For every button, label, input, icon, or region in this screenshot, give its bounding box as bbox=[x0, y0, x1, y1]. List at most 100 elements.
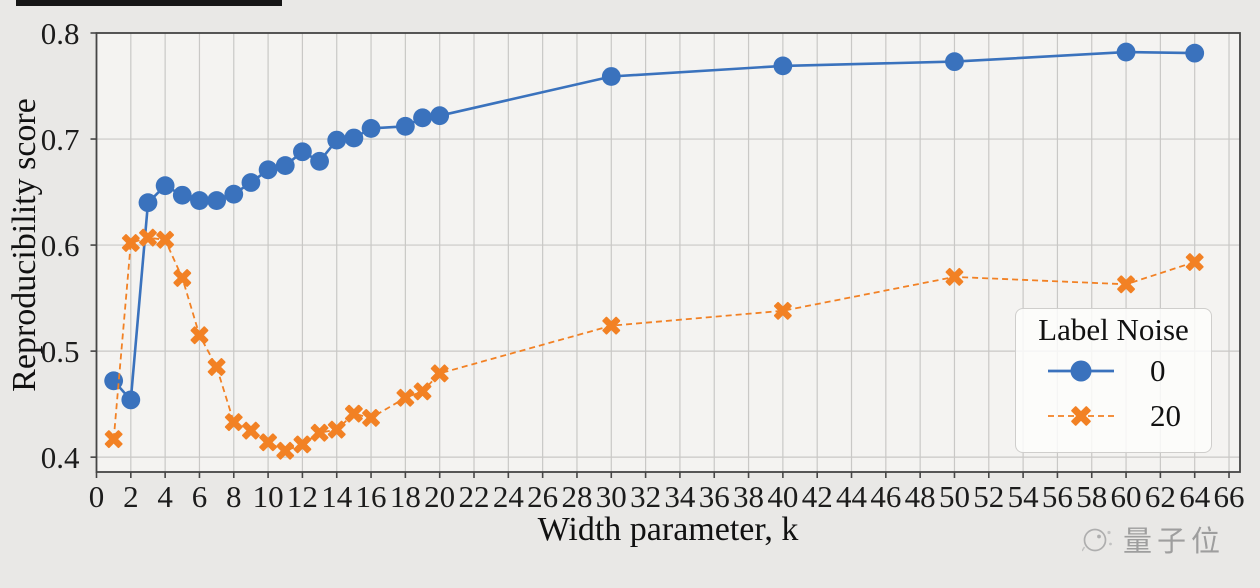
data-point-circle bbox=[430, 106, 450, 126]
svg-text:0.4: 0.4 bbox=[41, 440, 80, 475]
legend-label-noise-0: 0 bbox=[1150, 352, 1166, 388]
data-point-circle bbox=[413, 108, 432, 128]
svg-text:0: 0 bbox=[89, 479, 105, 514]
data-point-x bbox=[207, 358, 226, 376]
data-point-x bbox=[156, 230, 175, 249]
data-point-circle bbox=[773, 56, 793, 76]
data-point-x bbox=[396, 388, 415, 407]
svg-text:22: 22 bbox=[459, 479, 490, 514]
data-point-circle bbox=[155, 176, 175, 196]
data-point-circle bbox=[945, 52, 964, 72]
legend-entry-noise-0: 0 bbox=[1016, 348, 1211, 393]
data-point-circle bbox=[344, 128, 364, 148]
svg-text:10: 10 bbox=[253, 479, 284, 514]
series-noise-20 bbox=[104, 228, 1204, 460]
screenshot-artifact-bar bbox=[16, 0, 282, 6]
legend-title: Label Noise bbox=[1038, 312, 1189, 347]
data-point-circle bbox=[293, 142, 312, 162]
series-line-noise-20 bbox=[112, 236, 1195, 452]
data-point-circle bbox=[601, 67, 621, 86]
data-point-circle bbox=[395, 116, 415, 136]
svg-text:46: 46 bbox=[870, 479, 901, 514]
svg-text:34: 34 bbox=[664, 479, 696, 514]
data-point-circle bbox=[138, 193, 158, 213]
legend-x-marker-icon bbox=[1048, 405, 1114, 426]
data-point-circle bbox=[207, 191, 227, 210]
data-point-circle bbox=[121, 390, 141, 410]
data-point-x bbox=[602, 316, 621, 335]
svg-text:28: 28 bbox=[561, 479, 592, 514]
x-axis-title: Width parameter, k bbox=[537, 511, 799, 548]
data-point-x bbox=[344, 404, 363, 423]
data-point-x bbox=[242, 421, 260, 440]
data-point-circle bbox=[224, 184, 244, 204]
legend-entry-noise-20: 20 bbox=[1016, 393, 1211, 438]
data-point-x bbox=[173, 269, 192, 287]
svg-text:2: 2 bbox=[123, 479, 139, 514]
svg-text:0.8: 0.8 bbox=[41, 16, 80, 51]
svg-text:8: 8 bbox=[226, 479, 242, 514]
data-point-circle bbox=[190, 191, 209, 210]
svg-text:44: 44 bbox=[836, 479, 868, 514]
y-axis-title: Reproducibility score bbox=[6, 98, 43, 392]
svg-text:20: 20 bbox=[424, 479, 455, 514]
svg-text:32: 32 bbox=[630, 479, 661, 514]
data-point-x bbox=[327, 420, 346, 439]
data-point-x bbox=[945, 267, 964, 286]
data-point-circle bbox=[258, 160, 278, 180]
series-noise-0 bbox=[104, 42, 1205, 410]
svg-text:56: 56 bbox=[1042, 479, 1073, 514]
svg-text:38: 38 bbox=[733, 479, 764, 514]
svg-text:16: 16 bbox=[356, 479, 387, 514]
svg-text:50: 50 bbox=[939, 479, 970, 514]
data-point-x bbox=[1117, 275, 1135, 294]
x-tick-labels: 0 2 4 6 8 10 12 14 16 18 20 22 24 26 28 30 32 34 36 38 40 42 4… bbox=[89, 479, 1245, 514]
y-tick-labels: 0.4 0.5 0.6 0.7 0.8 bbox=[41, 16, 80, 475]
data-point-circle bbox=[172, 185, 192, 205]
data-point-x bbox=[121, 234, 140, 252]
data-point-circle bbox=[1185, 43, 1205, 63]
data-point-x bbox=[1071, 405, 1091, 426]
data-point-circle bbox=[361, 119, 381, 138]
svg-text:14: 14 bbox=[321, 479, 353, 514]
data-point-x bbox=[190, 326, 209, 345]
svg-text:4: 4 bbox=[157, 479, 173, 514]
svg-text:54: 54 bbox=[1008, 479, 1040, 514]
data-point-x bbox=[276, 441, 295, 460]
legend: Label Noise 0 20 bbox=[1015, 308, 1212, 453]
data-point-x bbox=[139, 228, 157, 247]
svg-text:64: 64 bbox=[1179, 479, 1211, 514]
plot-border bbox=[95, 32, 1241, 473]
svg-text:6: 6 bbox=[192, 479, 208, 514]
svg-text:36: 36 bbox=[699, 479, 730, 514]
data-point-circle bbox=[241, 173, 261, 192]
tick-marks bbox=[90, 32, 1230, 478]
svg-text:66: 66 bbox=[1214, 479, 1245, 514]
legend-label-noise-20: 20 bbox=[1150, 397, 1181, 433]
data-point-x bbox=[293, 435, 312, 454]
svg-text:24: 24 bbox=[493, 479, 525, 514]
data-point-x bbox=[259, 433, 278, 452]
data-point-circle bbox=[310, 151, 329, 171]
svg-text:30: 30 bbox=[596, 479, 627, 514]
svg-text:42: 42 bbox=[802, 479, 833, 514]
data-point-x bbox=[224, 413, 243, 432]
svg-text:60: 60 bbox=[1111, 479, 1142, 514]
svg-text:52: 52 bbox=[973, 479, 1004, 514]
data-point-x bbox=[1185, 253, 1204, 271]
svg-text:0.5: 0.5 bbox=[41, 334, 80, 369]
data-point-x bbox=[413, 382, 432, 401]
data-point-circle bbox=[327, 130, 347, 150]
data-point-circle bbox=[275, 156, 295, 175]
data-point-x bbox=[430, 364, 449, 383]
svg-text:18: 18 bbox=[390, 479, 421, 514]
svg-text:12: 12 bbox=[287, 479, 318, 514]
data-point-x bbox=[362, 409, 380, 427]
svg-text:48: 48 bbox=[905, 479, 936, 514]
svg-text:0.6: 0.6 bbox=[41, 228, 80, 263]
watermark: 量子位 bbox=[1082, 521, 1225, 558]
data-point-x bbox=[773, 301, 792, 320]
fish-logo-icon bbox=[1082, 528, 1112, 552]
